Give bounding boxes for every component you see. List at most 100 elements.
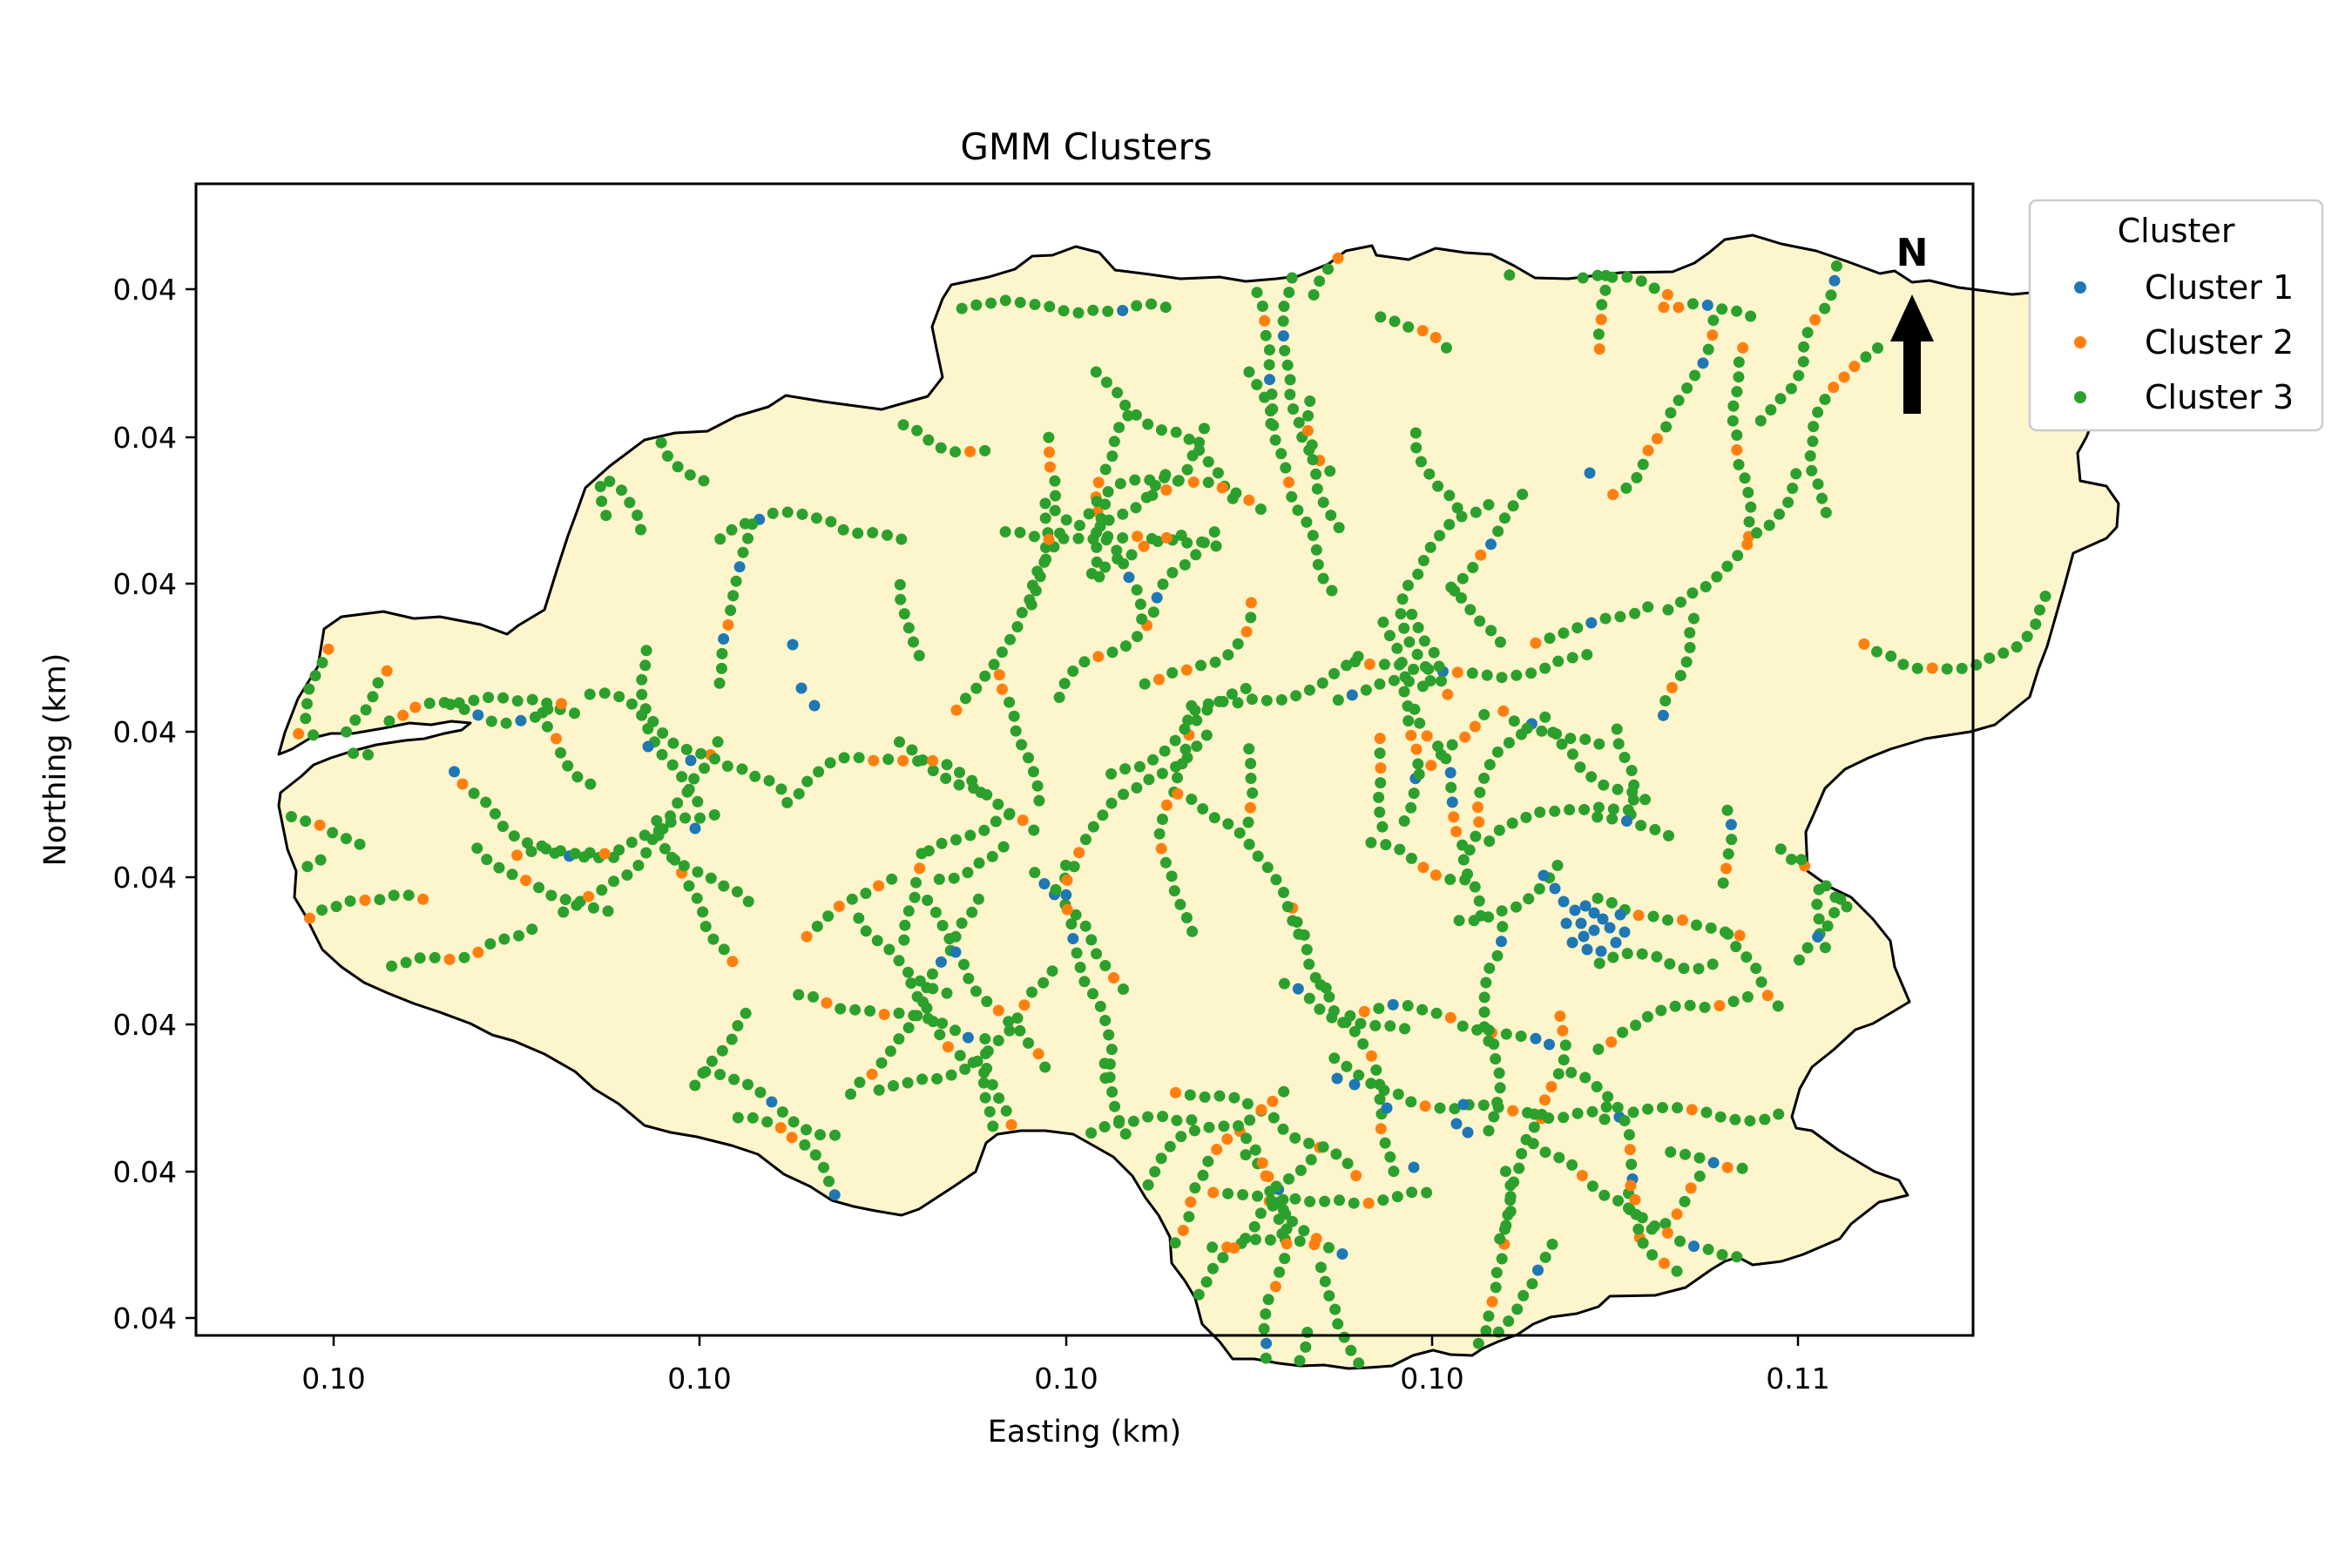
cluster-point [846,893,858,905]
cluster-point [1070,909,1082,921]
cluster-point [1323,990,1335,1003]
cluster-point [1469,720,1481,733]
cluster-point [1207,1186,1220,1199]
cluster-point [1625,1179,1637,1192]
cluster-point [1566,1159,1578,1171]
cluster-point [1721,560,1734,572]
cluster-point [1014,296,1026,308]
cluster-point [1130,502,1142,514]
cluster-point [1793,369,1805,382]
cluster-point [409,701,422,713]
cluster-point [902,966,914,978]
cluster-point [1310,468,1322,480]
cluster-point [1212,467,1224,479]
cluster-point [540,842,552,855]
cluster-point [443,953,456,965]
cluster-point [360,704,372,716]
cluster-point [922,895,934,906]
cluster-point [1303,992,1315,1004]
cluster-point [1546,1238,1558,1250]
cluster-point [1308,289,1320,301]
cluster-point [1260,1337,1273,1349]
cluster-point [754,1086,767,1098]
cluster-point [941,987,953,999]
cluster-point [1494,636,1506,648]
cluster-point [647,715,659,727]
cluster-point [1157,1111,1169,1123]
cluster-point [1858,638,1870,650]
cluster-point [1812,406,1824,418]
cluster-point [596,496,608,507]
cluster-point [1208,526,1220,538]
cluster-point [1267,1095,1279,1107]
cluster-point [1687,612,1700,625]
north-arrow-icon: N [1890,231,1934,414]
cluster-point [468,787,480,800]
cluster-point [1911,662,1923,674]
cluster-point [1273,1213,1285,1226]
cluster-point [1744,1115,1756,1127]
cluster-point [1820,506,1832,518]
cluster-point [1325,510,1337,521]
cluster-point [1181,752,1193,764]
cluster-point [999,294,1011,307]
cluster-point [1281,359,1294,371]
cluster-point [655,436,667,449]
cluster-point [598,848,611,860]
cluster-point [1421,1186,1433,1199]
cluster-point [571,899,583,911]
cluster-point [1155,1152,1167,1165]
cluster-point [1226,688,1238,700]
cluster-point [1119,763,1132,775]
cluster-point [1122,409,1134,422]
legend-marker-cluster-1 [2074,281,2086,294]
cluster-point [1429,332,1442,343]
cluster-point [1442,688,1454,700]
cluster-point [657,727,669,739]
cluster-point [727,956,739,968]
cluster-point [1136,613,1148,625]
cluster-point [1180,664,1193,676]
cluster-point [766,1096,778,1108]
cluster-point [621,869,633,881]
cluster-point [1375,777,1387,789]
cluster-point [1175,530,1187,541]
cluster-point [896,533,908,545]
cluster-point [691,892,703,904]
cluster-point [1474,787,1486,799]
cluster-point [1544,632,1556,645]
cluster-point [977,1077,990,1089]
cluster-point [1493,824,1505,836]
cluster-point [1651,433,1663,445]
cluster-point [1153,673,1165,686]
cluster-point [651,814,663,827]
cluster-point [1183,433,1195,445]
cluster-point [1579,1071,1592,1084]
cluster-point [1496,905,1508,917]
north-arrow-label: N [1896,231,1929,275]
cluster-point [1713,1000,1726,1011]
cluster-point [1139,678,1151,690]
cluster-point [1246,693,1258,706]
cluster-point [640,645,652,657]
cluster-point [833,900,845,912]
cluster-point [1477,1099,1490,1112]
cluster-point [1490,1053,1502,1064]
cluster-point [1159,745,1171,757]
cluster-point [1275,448,1288,460]
cluster-point [1591,1081,1603,1092]
cluster-point [1185,1196,1197,1208]
cluster-point [909,891,921,903]
cluster-point [1264,1186,1276,1198]
cluster-point [1117,508,1129,520]
cluster-point [990,815,1002,828]
cluster-point [902,622,915,634]
cluster-point [498,933,510,945]
cluster-point [1374,747,1386,760]
cluster-point [1956,662,1968,674]
cluster-point [1785,382,1797,395]
cluster-point [854,1077,866,1088]
cluster-point [1655,1004,1667,1017]
cluster-point [1394,843,1406,855]
cluster-point [1496,936,1507,948]
